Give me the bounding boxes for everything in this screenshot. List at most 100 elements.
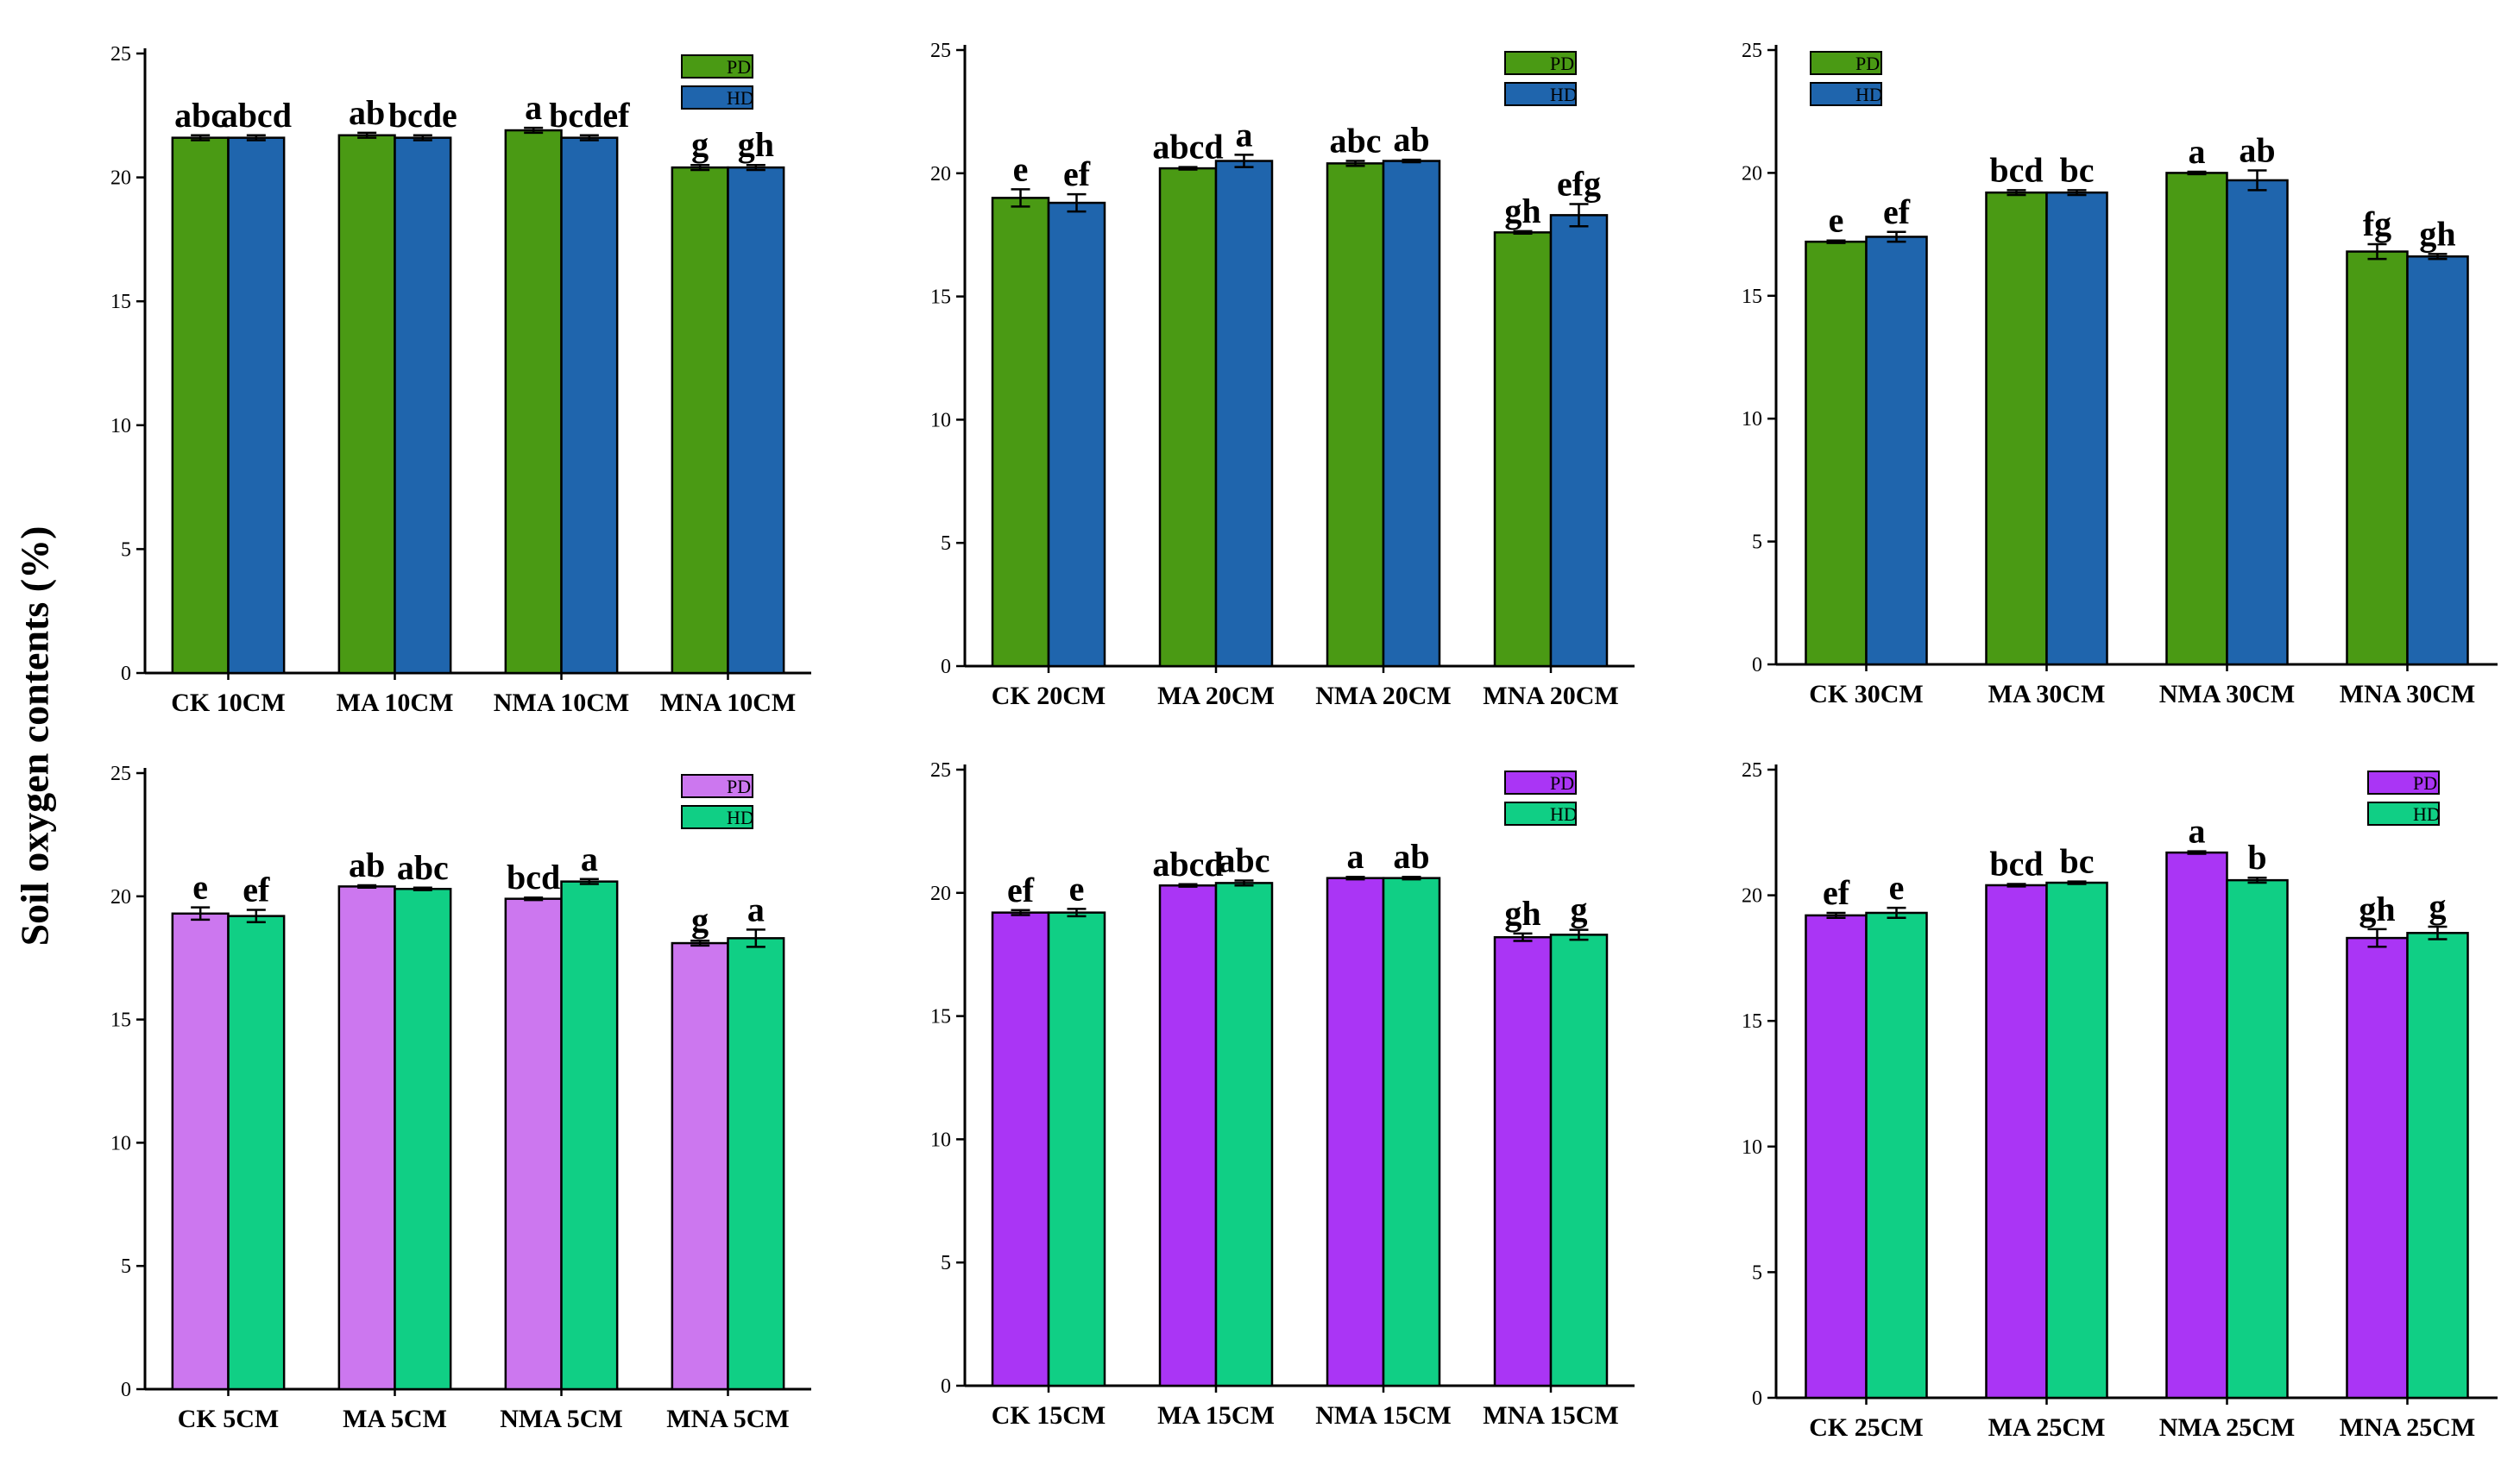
y-tick-label: 25: [110, 763, 131, 785]
legend-label-hd: HD: [1550, 803, 1578, 825]
significance-label: ef: [1007, 871, 1035, 909]
y-tick-label: 0: [1752, 654, 1762, 676]
y-tick-label: 15: [930, 286, 951, 309]
bar-pd: [171, 912, 230, 1391]
legend-swatch-hd: [1504, 82, 1577, 106]
x-tick-label: MA 15CM: [1157, 1401, 1275, 1430]
significance-label: e: [1069, 869, 1085, 908]
y-tick-label: 20: [1742, 885, 1762, 908]
significance-label: ab: [1393, 120, 1429, 159]
legend: PD HD: [681, 774, 754, 829]
y-tick-label: 0: [941, 1375, 951, 1398]
y-tick-label: 15: [110, 291, 131, 313]
significance-label: g: [1570, 890, 1587, 929]
bar-hd: [394, 887, 452, 1391]
bar-hd: [1047, 911, 1106, 1387]
y-tick-label: 15: [1742, 286, 1762, 308]
x-tick-label: CK 10CM: [171, 689, 285, 717]
significance-label: g: [691, 901, 709, 940]
significance-label: a: [581, 840, 598, 878]
significance-label: gh: [2359, 890, 2395, 928]
bar-pd: [171, 136, 230, 675]
x-tick-label: MA 25CM: [1988, 1413, 2106, 1442]
x-tick-label: MNA 25CM: [2340, 1413, 2475, 1442]
significance-label: abc: [1330, 122, 1382, 160]
significance-label: bcd: [507, 858, 560, 896]
bar-pd: [1805, 914, 1868, 1400]
legend-label-hd: HD: [1550, 84, 1578, 105]
y-tick-label: 20: [930, 163, 951, 186]
y-tick-label: 10: [930, 409, 951, 431]
y-tick-label: 5: [941, 532, 951, 555]
bar-hd: [1382, 877, 1441, 1387]
significance-label: bcdef: [549, 96, 630, 135]
significance-label: b: [2247, 838, 2266, 877]
x-tick-label: NMA 15CM: [1315, 1401, 1451, 1430]
x-tick-label: MA 30CM: [1988, 680, 2106, 708]
legend-label-pd: PD: [1550, 53, 1574, 74]
y-tick-label: 0: [1752, 1387, 1762, 1410]
y-tick-label: 10: [1742, 1136, 1762, 1159]
significance-label: ab: [1393, 837, 1429, 876]
legend-swatch-pd: [2367, 771, 2440, 795]
bar-hd: [2226, 878, 2289, 1400]
legend-swatch-hd: [681, 805, 753, 829]
bar-pd: [2346, 250, 2409, 666]
y-axis-title: Soil oxygen contents (%): [12, 525, 57, 947]
significance-label: bcd: [1989, 150, 2043, 189]
bar-pd: [2346, 936, 2409, 1400]
significance-label: ab: [349, 93, 385, 132]
legend-swatch-hd: [681, 85, 753, 110]
bar-pd: [671, 166, 729, 675]
bar-pd: [1158, 884, 1218, 1387]
bar-pd: [991, 911, 1050, 1387]
y-tick-label: 5: [121, 538, 131, 561]
bar-pd: [671, 941, 729, 1391]
legend-label-pd: PD: [2413, 772, 2437, 794]
y-tick-label: 10: [1742, 408, 1762, 431]
y-tick-label: 5: [121, 1255, 131, 1278]
significance-label: ef: [243, 871, 270, 909]
panel-10cm: 0 5 10 15 20 25 abc abcd CK 10CM ab bcde MA 10CM a bc…: [95, 43, 828, 725]
bar-hd: [2406, 255, 2469, 666]
significance-label: a: [1235, 115, 1252, 154]
significance-label: bc: [2060, 150, 2095, 189]
significance-label: abcd: [1152, 845, 1223, 884]
y-tick-label: 20: [110, 167, 131, 190]
significance-label: ab: [349, 846, 385, 884]
significance-label: ef: [1883, 192, 1911, 231]
x-tick-label: NMA 5CM: [500, 1405, 622, 1433]
legend: PD HD: [681, 54, 754, 110]
bar-hd: [727, 166, 785, 675]
panel-15cm: 0 5 10 15 20 25 ef e CK 15CM abcd abc MA 15CM a ab NMA…: [915, 759, 1648, 1450]
y-tick-label: 25: [1742, 759, 1762, 782]
significance-label: abc: [397, 848, 449, 887]
x-tick-label: CK 5CM: [178, 1405, 279, 1433]
significance-label: gh: [2419, 214, 2455, 253]
y-axis-title-wrap: Soil oxygen contents (%): [0, 0, 69, 1472]
significance-label: abc: [1218, 841, 1269, 880]
bar-pd: [1493, 935, 1553, 1387]
x-tick-label: MA 5CM: [343, 1405, 447, 1433]
legend-swatch-pd: [1504, 771, 1577, 795]
significance-label: ef: [1823, 873, 1850, 912]
x-tick-label: MNA 30CM: [2340, 680, 2475, 708]
x-tick-label: MA 10CM: [337, 689, 454, 717]
bar-hd: [1214, 882, 1274, 1387]
legend-label-hd: HD: [727, 87, 754, 109]
bar-pd: [1158, 167, 1218, 668]
significance-label: gh: [1504, 192, 1540, 230]
bar-pd: [504, 129, 563, 675]
bar-hd: [1865, 911, 1928, 1400]
y-tick-label: 5: [1752, 1261, 1762, 1284]
significance-label: gh: [1504, 894, 1540, 933]
legend-label-pd: PD: [727, 776, 751, 797]
significance-label: efg: [1557, 165, 1601, 204]
x-tick-label: NMA 30CM: [2159, 680, 2295, 708]
y-tick-label: 5: [941, 1252, 951, 1274]
legend-swatch-pd: [681, 54, 753, 79]
legend-label-hd: HD: [1855, 84, 1883, 105]
x-tick-label: NMA 25CM: [2159, 1413, 2295, 1442]
